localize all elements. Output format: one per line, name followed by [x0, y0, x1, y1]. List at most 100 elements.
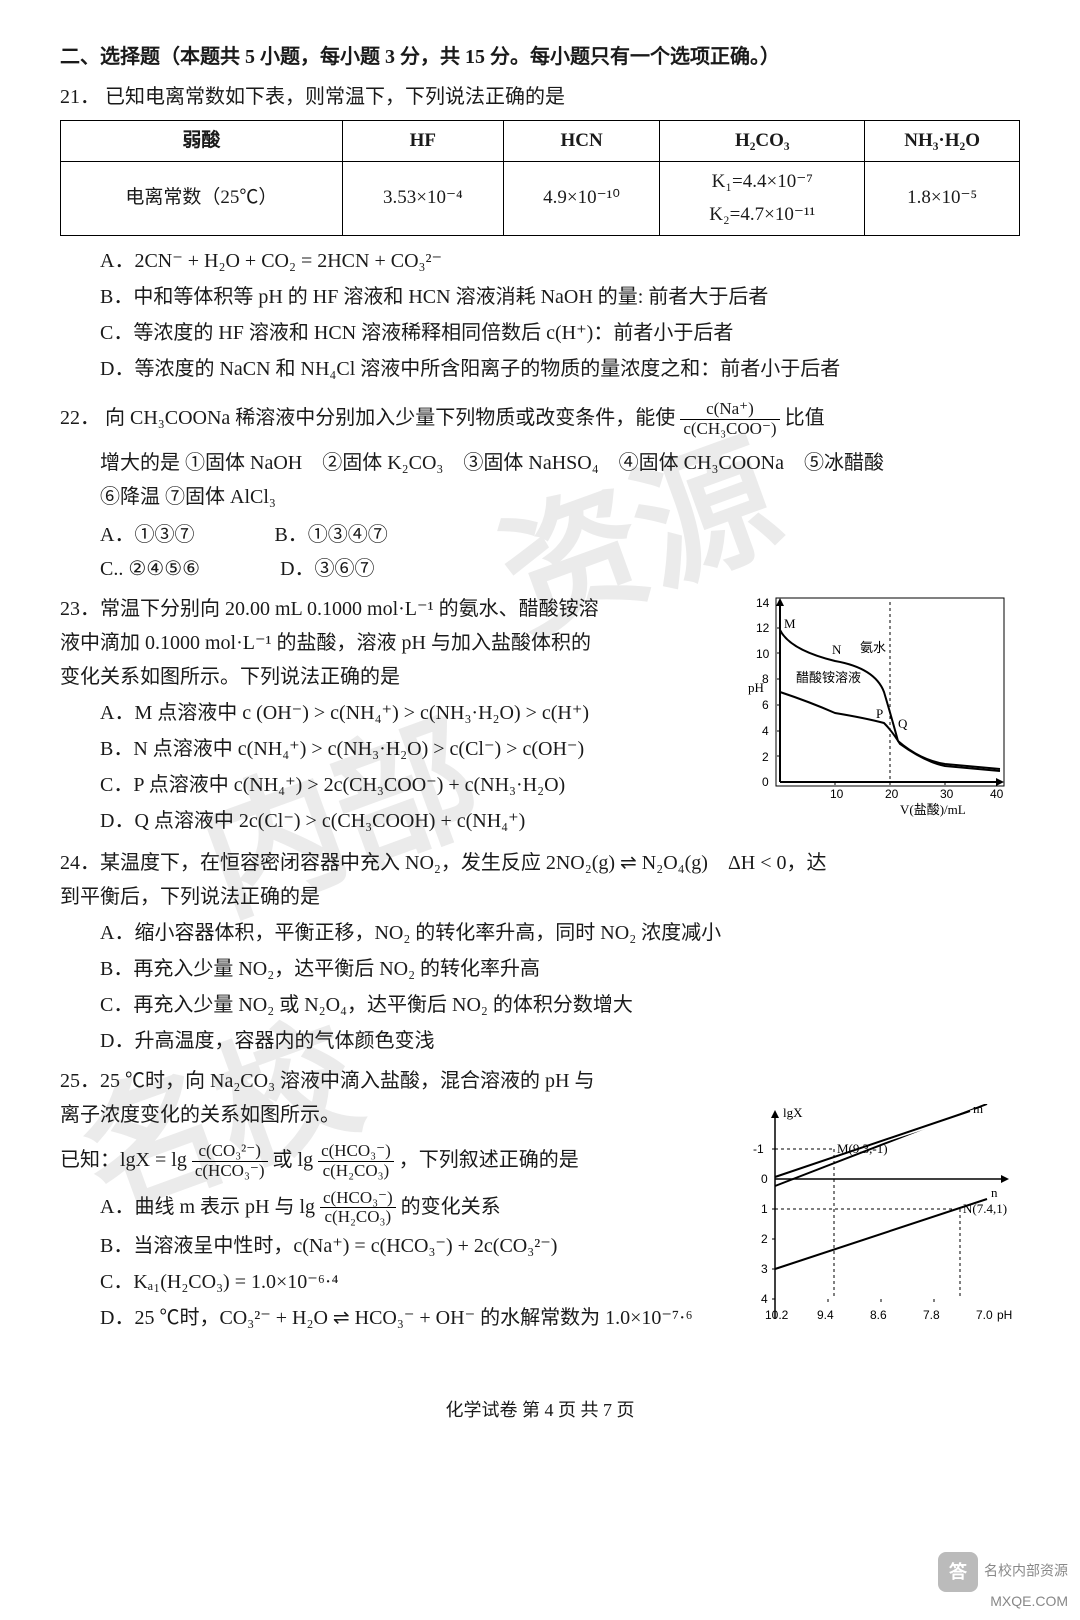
th: NH₃·H₂O: [865, 121, 1020, 162]
q25-opt-a: A．曲线 m 表示 pH 与 lg c(HCO₃⁻) c(H₂CO₃) 的变化关…: [100, 1189, 720, 1227]
q25-opt-c: C．Kₐ₁(H₂CO₃) = 1.0×10⁻⁶·⁴: [100, 1265, 720, 1299]
frac-num: c(Na⁺): [680, 400, 779, 420]
th: H₂CO₃: [660, 121, 865, 162]
q25-known-suffix: ，下列叙述正确的是: [399, 1149, 579, 1171]
q23-opt-d: D．Q 点溶液中 2c(Cl⁻) > c(CH₃COOH) + c(NH₄⁺): [100, 804, 730, 838]
svg-text:V(盐酸)/mL: V(盐酸)/mL: [900, 802, 966, 817]
q25-frac2: c(HCO₃⁻) c(H₂CO₃): [318, 1142, 394, 1180]
corner-logo-icon: 答: [938, 1552, 978, 1592]
svg-text:2: 2: [761, 1232, 768, 1246]
q22-opt-c: C.. ②④⑤⑥: [100, 552, 200, 586]
q22-stem3: ⑥降温 ⑦固体 AlCl₃: [100, 480, 1020, 514]
q22-stem2: 增大的是 ①固体 NaOH ②固体 K₂CO₃ ③固体 NaHSO₄ ④固体 C…: [100, 446, 1020, 480]
q23-stem3: 变化关系如图所示。下列说法正确的是: [60, 660, 730, 694]
svg-text:6: 6: [762, 698, 769, 712]
q24-stem1: 某温度下，在恒容密闭容器中充入 NO₂，发生反应 2NO₂(g) ⇌ N₂O₄(…: [100, 852, 827, 874]
q21-opt-d: D．等浓度的 NaCN 和 NH₄Cl 溶液中所含阳离子的物质的量浓度之和：前者…: [100, 352, 1020, 386]
q23-opt-b: B．N 点溶液中 c(NH₄⁺) > c(NH₃·H₂O) > c(Cl⁻) >…: [100, 732, 730, 766]
svg-text:pH: pH: [997, 1308, 1012, 1322]
svg-text:12: 12: [756, 621, 770, 635]
corner-line1: 名校内部资源: [984, 1563, 1068, 1579]
svg-text:-1: -1: [753, 1142, 764, 1156]
svg-text:M(9.3,-1): M(9.3,-1): [837, 1141, 888, 1156]
svg-text:30: 30: [940, 787, 954, 801]
question-23: 23．常温下分别向 20.00 mL 0.1000 mol·L⁻¹ 的氨水、醋酸…: [60, 592, 1020, 840]
th: 弱酸: [61, 121, 343, 162]
q21-opt-c: C．等浓度的 HF 溶液和 HCN 溶液稀释相同倍数后 c(H⁺)：前者小于后者: [100, 316, 1020, 350]
q24-stem2: 到平衡后，下列说法正确的是: [60, 880, 1020, 914]
q21-stem: 已知电离常数如下表，则常温下，下列说法正确的是: [105, 86, 565, 108]
q22-fraction: c(Na⁺) c(CH₃COO⁻): [680, 400, 779, 438]
frac-den: c(CH₃COO⁻): [680, 420, 779, 439]
svg-text:n: n: [991, 1185, 998, 1200]
q23-opt-c: C．P 点溶液中 c(NH₄⁺) > 2c(CH₃COO⁻) + c(NH₃·H…: [100, 768, 730, 802]
svg-text:0: 0: [761, 1172, 768, 1186]
svg-text:N: N: [832, 642, 842, 657]
q22-num: 22．: [60, 407, 100, 429]
svg-text:2: 2: [762, 750, 769, 764]
q23-stem1: 常温下分别向 20.00 mL 0.1000 mol·L⁻¹ 的氨水、醋酸铵溶: [100, 598, 599, 620]
svg-text:3: 3: [761, 1262, 768, 1276]
q21-opt-b: B．中和等体积等 pH 的 HF 溶液和 HCN 溶液消耗 NaOH 的量: 前…: [100, 280, 1020, 314]
page-content: 二、选择题（本题共 5 小题，每小题 3 分，共 15 分。每小题只有一个选项正…: [60, 40, 1020, 1426]
svg-text:m: m: [973, 1104, 983, 1116]
svg-text:20: 20: [885, 787, 899, 801]
q25-stem1: 25 ℃时，向 Na₂CO₃ 溶液中滴入盐酸，混合溶液的 pH 与: [100, 1070, 595, 1092]
svg-text:40: 40: [990, 787, 1004, 801]
q24-num: 24．: [60, 852, 100, 874]
svg-text:Q: Q: [898, 716, 908, 731]
q24-opt-d: D．升高温度，容器内的气体颜色变浅: [100, 1024, 1020, 1058]
th: HCN: [503, 121, 659, 162]
q23-num: 23．: [60, 598, 100, 620]
q23-chart: 0 2 4 6 8 10 12 14 10 20 30 40: [740, 592, 1020, 833]
q22-opt-b: B．①③④⑦: [274, 518, 387, 552]
svg-text:氨水: 氨水: [860, 640, 886, 655]
q22-opt-d: D．③⑥⑦: [280, 552, 374, 586]
td: 1.8×10⁻⁵: [865, 162, 1020, 236]
svg-text:lgX: lgX: [783, 1105, 803, 1120]
question-21: 21． 已知电离常数如下表，则常温下，下列说法正确的是 弱酸 HF HCN H₂…: [60, 80, 1020, 386]
td: 4.9×10⁻¹⁰: [503, 162, 659, 236]
td: 3.53×10⁻⁴: [342, 162, 503, 236]
q25-chart: -1 0 1 2 3 4 10.2 9.4 8.6 7.8 7.0 pH: [730, 1104, 1020, 1355]
q21-opt-a: A．2CN⁻ + H₂O + CO₂ = 2HCN + CO₃²⁻: [100, 244, 1020, 278]
q25-frac1: c(CO₃²⁻) c(HCO₃⁻): [192, 1142, 268, 1180]
q24-opt-b: B．再充入少量 NO₂，达平衡后 NO₂ 的转化率升高: [100, 952, 1020, 986]
svg-text:10: 10: [756, 647, 770, 661]
svg-text:4: 4: [761, 1292, 768, 1306]
svg-text:8.6: 8.6: [870, 1308, 887, 1322]
svg-text:pH: pH: [748, 680, 764, 695]
svg-text:醋酸铵溶液: 醋酸铵溶液: [796, 670, 861, 685]
q23-opt-a: A．M 点溶液中 c (OH⁻) > c(NH₄⁺) > c(NH₃·H₂O) …: [100, 696, 730, 730]
svg-text:10: 10: [830, 787, 844, 801]
svg-text:1: 1: [761, 1202, 768, 1216]
section-header: 二、选择题（本题共 5 小题，每小题 3 分，共 15 分。每小题只有一个选项正…: [60, 40, 1020, 74]
q25-stem2: 离子浓度变化的关系如图所示。: [60, 1098, 720, 1132]
q22-stem-prefix: 向 CH₃COONa 稀溶液中分别加入少量下列物质或改变条件，能使: [105, 407, 675, 429]
question-22: 22． 向 CH₃COONa 稀溶液中分别加入少量下列物质或改变条件，能使 c(…: [60, 400, 1020, 586]
svg-text:0: 0: [762, 775, 769, 789]
svg-text:7.8: 7.8: [923, 1308, 940, 1322]
q25-opt-b: B．当溶液呈中性时，c(Na⁺) = c(HCO₃⁻) + 2c(CO₃²⁻): [100, 1229, 720, 1263]
page-footer: 化学试卷 第 4 页 共 7 页: [60, 1395, 1020, 1426]
svg-text:10.2: 10.2: [765, 1308, 789, 1322]
q25-num: 25．: [60, 1070, 100, 1092]
corner-watermark: 答名校内部资源 MXQE.COM: [938, 1552, 1068, 1610]
q25-opt-d: D．25 ℃时，CO₃²⁻ + H₂O ⇌ HCO₃⁻ + OH⁻ 的水解常数为…: [100, 1301, 720, 1335]
svg-text:14: 14: [756, 596, 770, 610]
question-25: 25．25 ℃时，向 Na₂CO₃ 溶液中滴入盐酸，混合溶液的 pH 与 离子浓…: [60, 1064, 1020, 1355]
th: HF: [342, 121, 503, 162]
td: K₁=4.4×10⁻⁷ K₂=4.7×10⁻¹¹: [660, 162, 865, 236]
td: 电离常数（25℃）: [61, 162, 343, 236]
svg-text:4: 4: [762, 724, 769, 738]
question-24: 24．某温度下，在恒容密闭容器中充入 NO₂，发生反应 2NO₂(g) ⇌ N₂…: [60, 846, 1020, 1058]
svg-text:7.0: 7.0: [976, 1308, 993, 1322]
svg-text:P: P: [876, 706, 883, 721]
q23-stem2: 液中滴加 0.1000 mol·L⁻¹ 的盐酸，溶液 pH 与加入盐酸体积的: [60, 626, 730, 660]
corner-line2: MXQE.COM: [938, 1592, 1068, 1610]
q22-opt-a: A．①③⑦: [100, 518, 194, 552]
q25-known-mid: 或 lg: [273, 1149, 314, 1171]
q21-table: 弱酸 HF HCN H₂CO₃ NH₃·H₂O 电离常数（25℃） 3.53×1…: [60, 120, 1020, 236]
q24-opt-a: A．缩小容器体积，平衡正移，NO₂ 的转化率升高，同时 NO₂ 浓度减小: [100, 916, 1020, 950]
q25-known-prefix: 已知：lgX = lg: [60, 1149, 187, 1171]
